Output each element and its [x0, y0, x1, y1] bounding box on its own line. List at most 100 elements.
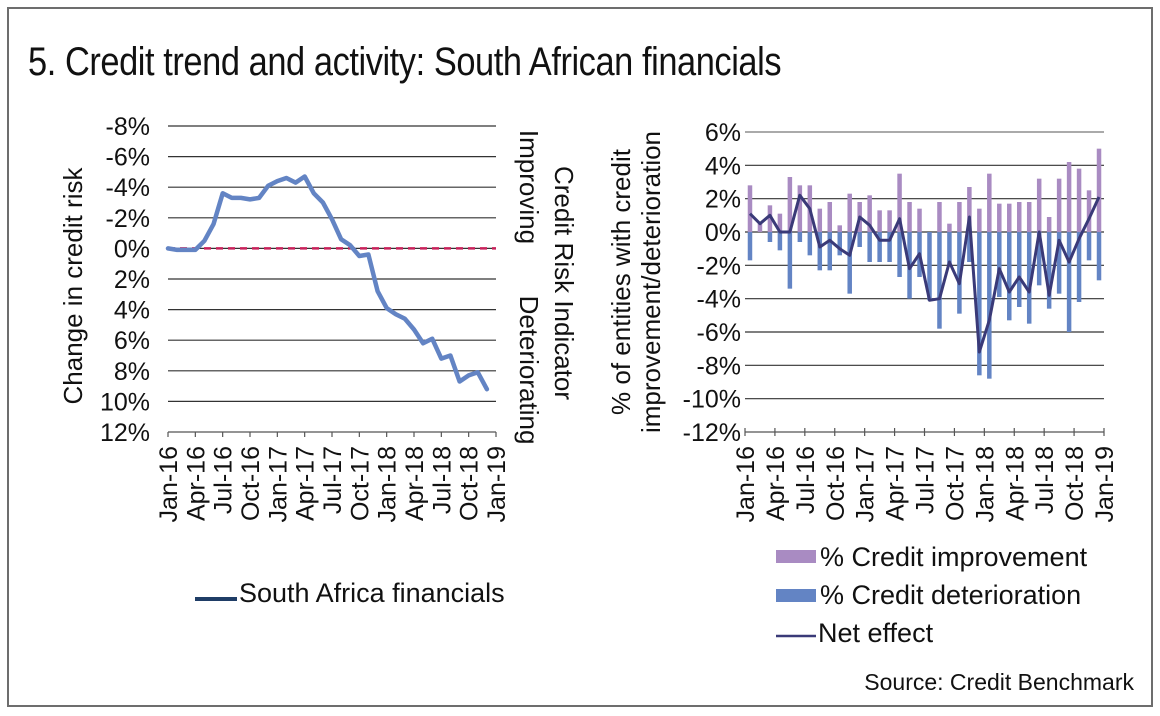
left-chart: -8%-6%-4%-2%0%2%4%6%8%10%12% Jan-16 Apr-1…: [58, 113, 579, 608]
right-y-axis-title-line1: % of entities with credit: [606, 148, 636, 415]
south-africa-financials-line: [165, 174, 490, 392]
improvement-bar: [867, 195, 872, 232]
deterioration-bar: [1056, 232, 1062, 294]
left-y-tick-label: 8%: [114, 358, 150, 386]
improvement-bar: [937, 202, 942, 232]
improvement-bar: [1046, 217, 1052, 232]
right-x-tick-label: Apr-16: [762, 446, 790, 521]
deterioration-bar: [857, 232, 862, 247]
deterioration-bar: [977, 232, 982, 376]
deterioration-bar: [997, 232, 1002, 297]
deterioration-bar: [1066, 232, 1072, 332]
left-x-tick-label: Oct-16: [237, 446, 265, 521]
left-y-tick-label: 4%: [114, 297, 150, 325]
right-y-tick-label: 2%: [705, 186, 741, 214]
left-x-tick-label: Apr-18: [401, 446, 429, 521]
deterioration-bar: [847, 232, 852, 294]
deterioration-bar: [787, 232, 793, 289]
improvement-bar: [757, 223, 763, 232]
net-effect-line: [748, 193, 1101, 354]
deterioration-bar: [887, 232, 892, 262]
improvement-bar: [897, 173, 902, 232]
improvement-bar: [967, 187, 972, 232]
improvement-bar: [957, 202, 962, 232]
left-y-tick-label: 0%: [114, 235, 150, 263]
improvement-bar: [1096, 148, 1102, 232]
left-x-tick-label: Jul-17: [319, 446, 347, 514]
left-y2-annotation-deteriorating: Deteriorating: [514, 296, 544, 445]
improvement-bar: [1036, 178, 1042, 232]
source-note: Source: Credit Benchmark: [864, 669, 1134, 695]
right-y-tick-label: -8%: [697, 352, 741, 380]
deterioration-bar: [937, 232, 942, 329]
improvement-bar: [1026, 202, 1032, 232]
right-y-tick-label: 6%: [705, 119, 741, 147]
improvement-bar: [847, 193, 852, 232]
right-y-tick-labels: 6% 4% 2% 0% -2% -4% -6% -8% -10% -12%: [683, 119, 741, 447]
chart-frame: [7, 7, 1153, 707]
left-y-tick-label: 10%: [100, 388, 150, 416]
left-y-tick-labels: -8% -6%-4% -2%0% 2% 4%6% 8%10% 12%: [100, 113, 150, 447]
deterioration-bar: [807, 232, 813, 256]
right-y-tick-label: 0%: [705, 219, 741, 247]
right-x-tick-label: Oct-16: [822, 446, 850, 521]
right-gridlines: [744, 131, 1105, 436]
improvement-bar: [997, 203, 1002, 232]
improvement-bar: [797, 185, 803, 232]
left-gridlines: [167, 125, 497, 437]
left-y-tick-label: -2%: [106, 205, 150, 233]
left-y-tick-label: 12%: [100, 419, 150, 447]
left-x-tick-label: Jan-17: [264, 446, 292, 522]
left-legend-label: South Africa financials: [239, 578, 505, 608]
deterioration-bar: [1026, 232, 1032, 324]
right-x-tick-label: Jan-17: [852, 446, 880, 522]
chart-title: 5. Credit trend and activity: South Afri…: [28, 40, 782, 84]
right-x-tick-label: Jul-16: [792, 446, 820, 514]
right-x-tick-label: Jan-19: [1091, 446, 1119, 522]
improvement-bar: [917, 208, 922, 232]
deterioration-bar: [797, 232, 803, 242]
improvement-bar: [817, 208, 823, 232]
right-y-tick-label: -2%: [697, 252, 741, 280]
legend-swatch-improvement: [776, 550, 816, 563]
right-net-line: [748, 193, 1101, 354]
legend-label-deterioration: % Credit deterioration: [820, 580, 1081, 610]
right-y-tick-label: -10%: [683, 386, 741, 414]
deterioration-bar: [747, 232, 753, 261]
deterioration-bar: [987, 232, 992, 379]
improvement-bar: [1016, 202, 1022, 232]
improvement-bar: [747, 185, 753, 232]
left-y-tick-label: 6%: [114, 327, 150, 355]
deterioration-bar: [867, 232, 872, 262]
improvement-bar: [877, 210, 882, 232]
deterioration-bar: [1046, 232, 1052, 309]
deterioration-bar: [1036, 232, 1042, 286]
legend-swatch-deterioration: [776, 589, 816, 602]
deterioration-bar: [827, 232, 833, 271]
deterioration-bar: [947, 232, 952, 266]
improvement-bar: [987, 173, 992, 232]
left-y-tick-label: -8%: [106, 113, 150, 141]
improvement-bar: [1056, 178, 1062, 232]
left-x-tick-label: Jan-18: [374, 446, 402, 522]
right-y-tick-label: -6%: [697, 319, 741, 347]
left-x-tick-labels: Jan-16 Apr-16 Jul-16 Oct-16 Jan-17 Apr-17 Jul-…: [155, 446, 511, 522]
legend-label-improvement: % Credit improvement: [820, 542, 1088, 572]
deterioration-bar: [967, 232, 972, 262]
left-y2-axis-title: Credit Risk Indicator: [549, 166, 579, 400]
improvement-bar: [1076, 168, 1082, 232]
right-x-tick-label: Oct-17: [941, 446, 969, 521]
left-x-tick-label: Apr-17: [292, 446, 320, 521]
deterioration-bar: [927, 232, 932, 301]
improvement-bar: [777, 213, 783, 232]
right-y-axis-title-line2: improvement/deterioration: [636, 131, 666, 433]
right-bars: [747, 148, 1102, 379]
deterioration-bar: [877, 232, 882, 262]
improvement-bar: [887, 210, 892, 232]
left-y-axis-title: Change in credit risk: [58, 167, 88, 405]
deterioration-bar: [1086, 232, 1092, 261]
deterioration-bar: [1096, 232, 1102, 281]
right-y-tick-label: 4%: [705, 152, 741, 180]
deterioration-bar: [817, 232, 823, 271]
